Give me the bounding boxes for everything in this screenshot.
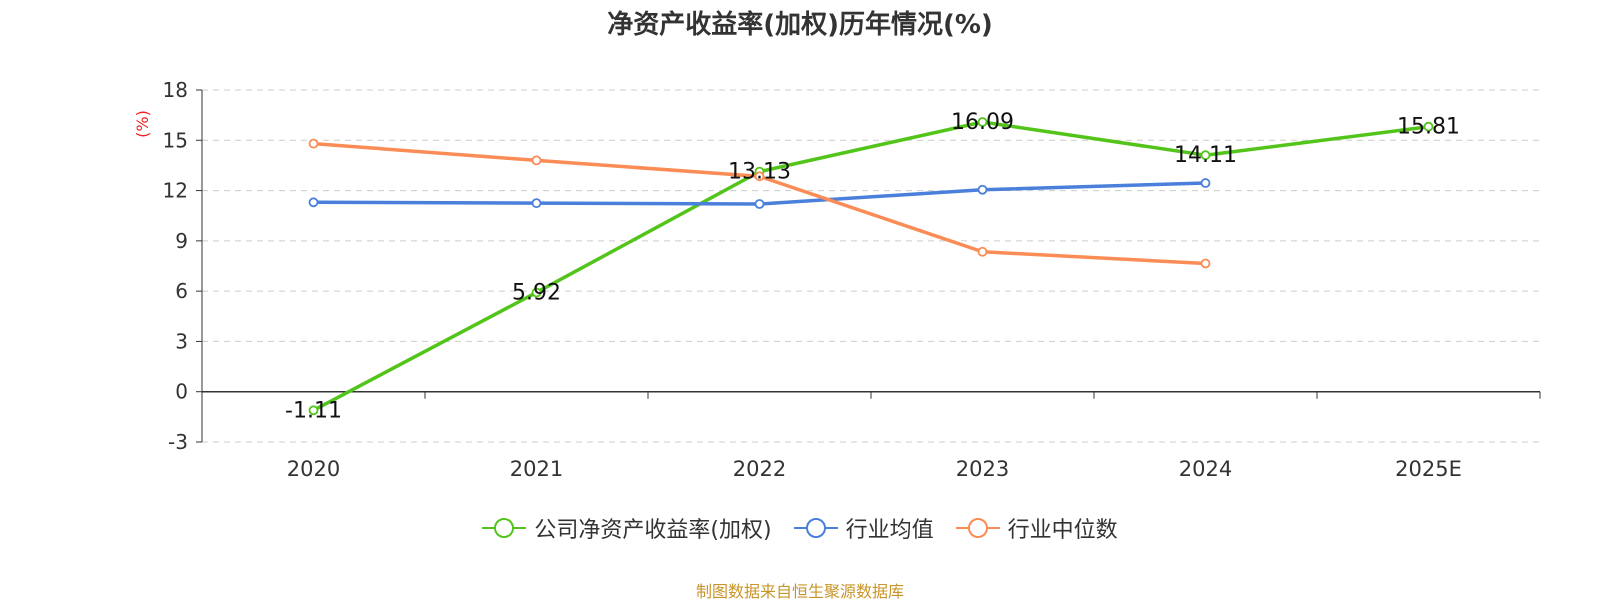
grid-lines <box>202 89 1540 443</box>
y-tick-label: 9 <box>175 229 188 253</box>
data-point <box>531 198 542 209</box>
data-point <box>531 155 542 166</box>
legend-swatch-circle <box>494 518 515 538</box>
data-point <box>531 287 542 298</box>
y-tick-label: 3 <box>175 329 188 353</box>
legend-label: 公司净资产收益率(加权) <box>534 518 772 543</box>
axes: -3 0 3 6 9 12 15 18 2020 2021 2022 2023 2024 2025E <box>163 78 1541 481</box>
data-point <box>977 246 988 257</box>
x-tick-label: 2025E <box>1395 457 1462 481</box>
x-tick-label: 2021 <box>510 457 563 481</box>
data-point <box>1200 258 1211 269</box>
y-tick-label: 18 <box>163 78 188 102</box>
data-point <box>1200 178 1211 188</box>
y-tick-label: 12 <box>163 179 188 203</box>
y-tick-label: 0 <box>175 380 188 404</box>
data-point <box>754 199 765 209</box>
data-point <box>1200 150 1211 161</box>
series-lines <box>308 117 1434 416</box>
data-point <box>977 117 988 127</box>
legend-item[interactable]: 公司净资产收益率(加权) <box>482 512 772 544</box>
y-axis-label: (%) <box>133 110 152 138</box>
legend-label: 行业中位数 <box>1007 518 1118 543</box>
data-label: 16.09 <box>951 110 1014 135</box>
y-tick-label: 15 <box>163 128 188 152</box>
data-point <box>1423 121 1434 132</box>
data-point <box>308 138 319 149</box>
x-tick-label: 2020 <box>287 457 340 481</box>
x-tick-label: 2022 <box>733 457 786 481</box>
y-tick-label: 6 <box>175 279 188 303</box>
data-label: -1.11 <box>285 398 342 423</box>
legend-item[interactable]: 行业均值 <box>793 512 934 544</box>
data-point <box>977 184 988 195</box>
legend-item[interactable]: 行业中位数 <box>955 512 1118 544</box>
data-label: 5.92 <box>512 280 561 305</box>
data-label: 15.81 <box>1397 115 1460 140</box>
legend-swatch-icon <box>482 518 527 538</box>
legend-swatch-icon <box>955 518 1000 538</box>
y-tick-label: -3 <box>168 430 188 454</box>
legend-label: 行业均值 <box>845 518 934 543</box>
data-point <box>308 197 319 208</box>
legend-swatch-icon <box>793 518 838 538</box>
legend-swatch-circle <box>967 518 988 538</box>
legend-swatch-circle <box>805 518 826 538</box>
data-label: 14.11 <box>1174 143 1237 168</box>
data-point <box>754 171 765 182</box>
data-point <box>308 405 319 416</box>
data-label: 13.13 <box>728 160 791 185</box>
x-tick-label: 2024 <box>1179 457 1232 481</box>
source-note: 制图数据来自恒生聚源数据库 <box>695 582 904 601</box>
legend: 公司净资产收益率(加权) 行业均值 行业中位数 <box>0 512 1600 544</box>
series-line-0 <box>312 120 1429 412</box>
data-labels: -1.11 5.92 13.13 16.09 14.11 15.81 <box>285 110 1460 423</box>
chart-title: 净资产收益率(加权)历年情况(%) <box>607 10 993 40</box>
x-tick-label: 2023 <box>956 457 1009 481</box>
